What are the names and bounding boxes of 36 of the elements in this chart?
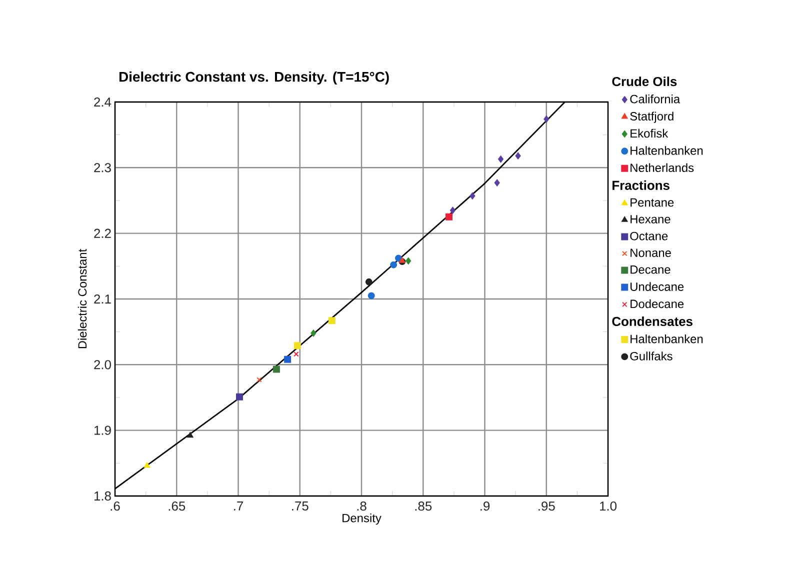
y-tick-label: 2.1	[94, 294, 111, 304]
y-tick-label: 1.8	[94, 491, 111, 501]
y-tick-label: 2.0	[94, 360, 111, 370]
legend-label: Pentane	[630, 198, 674, 207]
x-tick-label: .85	[415, 501, 432, 511]
y-tick-label: 2.2	[94, 228, 111, 238]
legend-label: Decane	[630, 265, 670, 274]
x-tick-label: 1.0	[600, 501, 617, 511]
text: Condensates	[612, 316, 692, 326]
legend-label: Hexane	[630, 215, 670, 224]
x-tick-label: .75	[292, 502, 308, 511]
legend-label: Undecane	[630, 282, 684, 291]
legend-label: Nonane	[630, 248, 671, 258]
legend-label: Octane	[630, 232, 668, 240]
legend-label: Ekofisk	[630, 128, 668, 138]
legend-label: Statfjord	[630, 112, 674, 123]
legend-label: Netherlands	[630, 163, 694, 172]
text: Fractions	[612, 180, 670, 190]
x-tick-label: .7	[234, 502, 244, 510]
legend-label: California	[630, 94, 680, 104]
x-axis-title: Density	[342, 514, 382, 525]
x-tick-label: .6	[110, 501, 120, 511]
legend-label: Dodecane	[630, 299, 684, 308]
x-tick-label: .9	[480, 501, 490, 511]
x-tick-label: .95	[538, 501, 555, 511]
y-tick-label: 2.3	[94, 163, 111, 172]
text: Crude Oils	[612, 76, 677, 86]
y-tick-label: 2.4	[94, 97, 112, 107]
x-tick-label: .8	[357, 501, 366, 511]
legend-label: Gullfaks	[630, 352, 672, 360]
chart-title: Dielectric Constant vs. Density. (T=15°C)	[119, 72, 389, 85]
y-tick-label: 1.9	[94, 426, 111, 435]
x-tick-label: .65	[168, 501, 186, 511]
y-axis-title: Dielectric Constant	[78, 248, 87, 348]
legend-label: Haltenbanken	[630, 146, 703, 155]
legend-label: Haltenbanken	[630, 334, 703, 344]
